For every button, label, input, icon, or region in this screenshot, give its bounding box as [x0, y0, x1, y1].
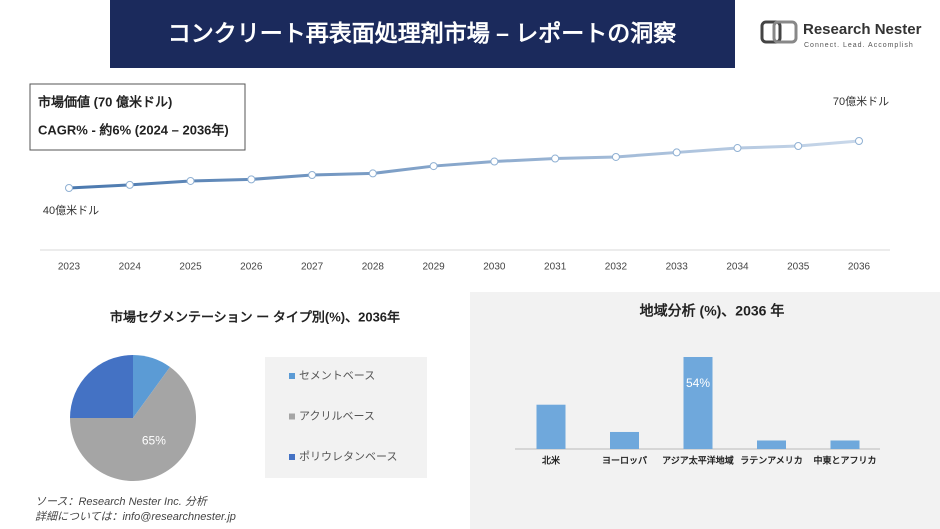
legend-label: ポリウレタンベース: [299, 450, 397, 463]
data-label: 70億米ドル: [833, 95, 889, 108]
legend-label: アクリルベース: [299, 409, 375, 422]
x-tick-label: 2036: [848, 262, 871, 273]
x-tick-label: アジア太平洋地域: [662, 454, 734, 465]
bar: [830, 440, 860, 449]
x-tick-label: 2032: [605, 262, 628, 273]
bar: [536, 404, 566, 449]
logo: Research Nester Connect. Lead. Accomplis…: [760, 20, 922, 49]
x-tick-label: 2035: [787, 262, 810, 273]
bar: [683, 357, 713, 449]
x-tick-label: 2029: [422, 262, 445, 273]
data-label: 65%: [142, 433, 166, 447]
pie-title: 市場セグメンテーション ー タイプ別(%)、2036年: [110, 309, 400, 324]
point: [125, 180, 134, 189]
page-title: コンクリート再表面処理剤市場 – レポートの洞察: [168, 20, 678, 46]
data-label: 54%: [686, 376, 710, 390]
point: [65, 184, 73, 192]
point: [855, 137, 863, 145]
point: [794, 142, 803, 151]
x-tick-label: 2030: [483, 262, 506, 273]
point: [490, 157, 499, 166]
legend-swatch: [289, 454, 295, 460]
summary-cagr: CAGR% - 約6% (2024 – 2036年): [38, 122, 229, 137]
summary-value: 市場価値 (70 億米ドル): [38, 94, 172, 109]
x-tick-label: 2023: [58, 262, 81, 273]
point: [368, 169, 377, 178]
legend-label: セメントベース: [299, 369, 375, 382]
x-tick-label: 2024: [119, 262, 142, 273]
point: [672, 148, 681, 157]
point: [733, 144, 742, 153]
x-tick-label: 2025: [179, 262, 202, 273]
bar: [757, 440, 786, 449]
x-tick-label: 2034: [726, 262, 749, 273]
point: [611, 152, 620, 161]
point: [551, 154, 560, 163]
x-tick-label: 2028: [362, 262, 385, 273]
logo-tagline: Connect. Lead. Accomplish: [804, 42, 914, 49]
legend-swatch: [289, 413, 295, 420]
x-tick-label: 2031: [544, 262, 567, 273]
bar: [610, 431, 639, 449]
x-tick-label: 中東とアフリカ: [813, 454, 876, 465]
legend-swatch: [289, 373, 295, 379]
point: [247, 175, 256, 184]
x-tick-label: 2033: [666, 262, 689, 273]
point: [308, 170, 317, 179]
point: [186, 176, 195, 185]
logo-icon: [772, 20, 798, 44]
point: [429, 162, 438, 171]
data-label: 40億米ドル: [43, 204, 99, 217]
summary-box: [29, 83, 246, 151]
logo-icon: [760, 20, 782, 44]
source: ソース：Research Nester Inc. 分析: [35, 495, 209, 508]
title-banner: [110, 0, 735, 68]
x-tick-label: ヨーロッパ: [602, 454, 647, 465]
pie-slice: [70, 355, 133, 418]
x-tick-label: ラテンアメリカ: [740, 455, 803, 465]
x-tick-label: 2026: [240, 262, 263, 273]
x-tick-label: 2027: [301, 262, 324, 273]
bar-title: 地域分析 (%)、2036 年: [640, 303, 785, 319]
pie-slice: [70, 367, 196, 481]
line: [68, 139, 860, 190]
logo-name: Research Nester: [803, 21, 922, 38]
x-tick-label: 北米: [542, 454, 561, 465]
contact: 詳細については：info@researchnester.jp: [35, 510, 236, 523]
pie-slice: [133, 355, 171, 418]
